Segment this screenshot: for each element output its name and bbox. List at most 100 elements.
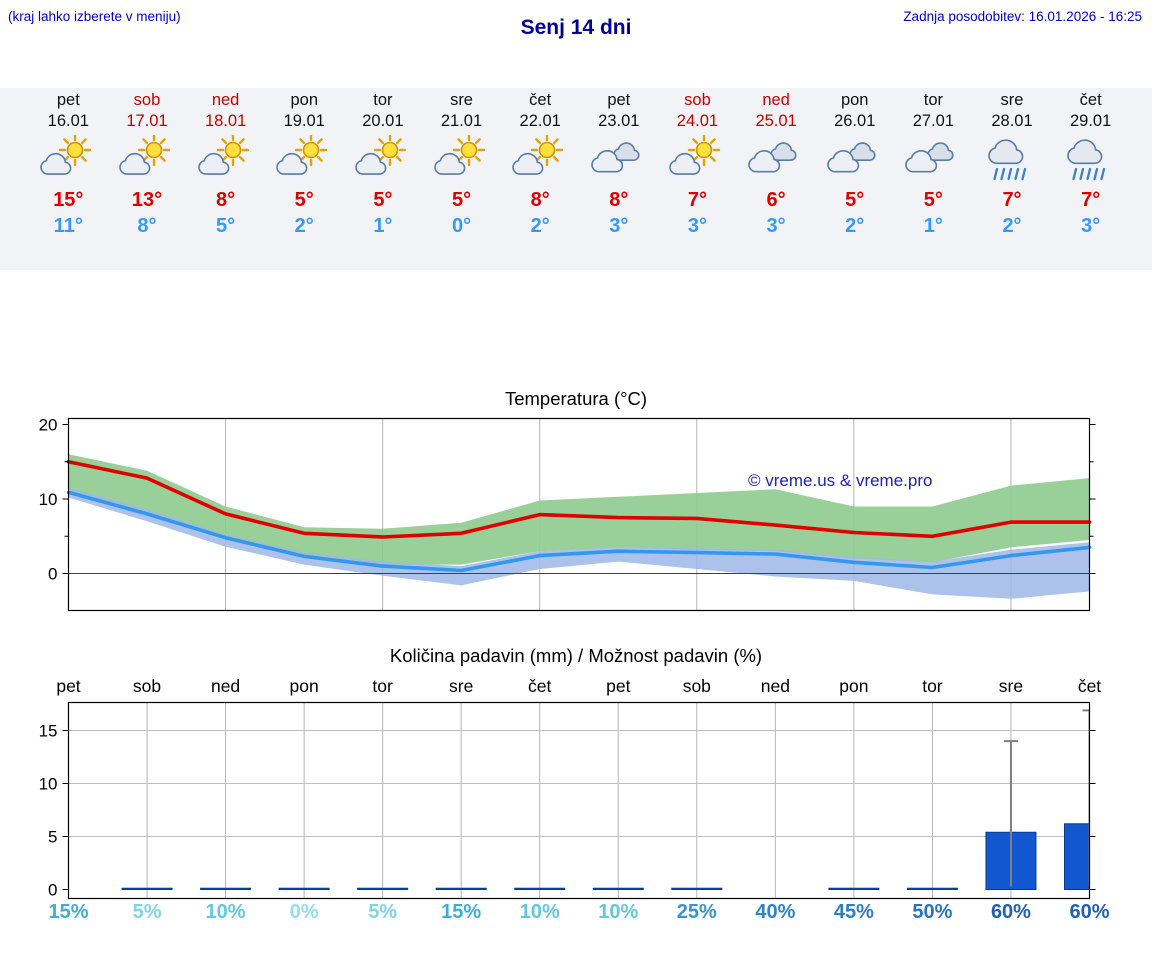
precip-probability: 60%	[990, 901, 1031, 923]
precip-day-label: tor	[922, 676, 943, 696]
precip-day-label: pon	[289, 676, 319, 696]
cloudy-icon	[826, 135, 884, 183]
day-min-temp: 3°	[766, 215, 786, 237]
forecast-day-column: ned 25.01 6° 3°	[737, 90, 816, 270]
max-temperature-line	[66, 459, 1092, 539]
day-date: 21.01	[440, 111, 483, 130]
forecast-day-column: sob 24.01 7° 3°	[658, 90, 737, 270]
day-date: 16.01	[47, 111, 89, 130]
day-max-temp: 5°	[845, 189, 865, 211]
day-min-temp: 1°	[923, 215, 943, 237]
day-max-temp: 5°	[373, 189, 393, 211]
day-date: 27.01	[912, 111, 955, 130]
precip-bar	[435, 887, 487, 890]
day-name: ned	[211, 91, 240, 109]
day-name: sob	[133, 91, 161, 109]
day-name: pet	[56, 91, 80, 109]
day-date: 22.01	[519, 111, 561, 130]
day-date: 23.01	[598, 111, 640, 130]
partly-cloudy-icon	[197, 133, 255, 183]
min-temperature-line	[66, 490, 1092, 573]
cloudy-icon	[590, 135, 648, 183]
precip-day-label: čet	[1077, 676, 1102, 696]
forecast-day-column: sre 21.01 5° 0°	[422, 90, 501, 270]
precip-prob-labels: 15% 5% 10% 0% 5% 15% 10% 10% 25% 40% 45% 50% 60% 60%	[0, 901, 1152, 929]
forecast-day-column: pet 16.01 15° 11°	[29, 90, 108, 270]
precip-probability: 50%	[912, 901, 953, 923]
partly-cloudy-icon	[354, 133, 412, 183]
forecast-day-column: pon 26.01 5° 2°	[815, 90, 894, 270]
forecast-day-column: tor 27.01 5° 1°	[894, 90, 973, 270]
day-max-temp: 6°	[766, 189, 786, 211]
partly-cloudy-icon	[39, 133, 97, 183]
temp-plot-border	[67, 417, 1091, 612]
day-name: sob	[684, 91, 711, 109]
day-min-temp: 2°	[845, 215, 865, 237]
precip-probability: 15%	[441, 901, 482, 923]
precip-day-label: čet	[528, 676, 552, 696]
precip-day-label: ned	[760, 676, 790, 696]
menu-hint: (kraj lahko izberete v meniju)	[8, 9, 181, 24]
precip-bar	[514, 887, 566, 890]
day-max-temp: 8°	[216, 189, 236, 211]
precip-plot-border	[67, 701, 1091, 900]
day-max-temp: 15°	[53, 189, 84, 211]
precip-chart-svg: 0 5 10 15	[39, 701, 1096, 900]
day-name: pon	[290, 91, 318, 109]
precip-bar	[121, 887, 173, 890]
day-max-temp: 7°	[1081, 189, 1101, 211]
day-name: sre	[1000, 91, 1024, 109]
rain-icon	[1062, 135, 1120, 183]
precip-bar	[1064, 823, 1090, 890]
temp-ytick-label: 20	[39, 416, 58, 435]
temperature-chart-svg: 0 10 20 © vreme.us & vreme.pro	[39, 416, 1096, 612]
day-min-temp: 2°	[1002, 215, 1022, 237]
day-date: 17.01	[126, 111, 168, 130]
precip-ytick-label: 10	[39, 775, 58, 794]
precip-day-label: pet	[606, 676, 631, 696]
precip-probability: 0%	[289, 901, 319, 923]
day-max-temp: 8°	[530, 189, 550, 211]
precip-bar	[906, 887, 958, 890]
day-date: 20.01	[362, 111, 404, 130]
day-max-temp: 13°	[131, 189, 163, 211]
day-max-temp: 5°	[294, 189, 314, 211]
precip-plot-bg	[68, 702, 1090, 899]
day-min-temp: 3°	[1081, 215, 1101, 237]
day-name: sre	[450, 91, 473, 109]
partly-cloudy-icon	[275, 133, 333, 183]
temp-ytick-label: 0	[48, 565, 57, 584]
precip-probability: 10%	[205, 901, 246, 923]
day-min-temp: 2°	[530, 215, 550, 237]
day-name: čet	[529, 91, 552, 109]
precip-bar	[357, 887, 409, 890]
precip-day-label: sob	[682, 676, 711, 696]
precip-bar	[592, 887, 644, 890]
precip-day-label: tor	[372, 676, 393, 696]
precip-day-label: sre	[998, 676, 1024, 696]
precip-probability: 15%	[48, 901, 89, 923]
precip-day-label: ned	[210, 676, 241, 696]
day-date: 18.01	[204, 111, 247, 130]
day-date: 25.01	[755, 111, 797, 130]
precip-probability: 5%	[132, 901, 162, 923]
cloudy-icon	[904, 135, 962, 183]
day-min-temp: 2°	[294, 215, 314, 237]
forecast-day-column: čet 22.01 8° 2°	[501, 90, 580, 270]
precip-probability: 10%	[598, 901, 639, 923]
precip-chart-title: Količina padavin (mm) / Možnost padavin …	[389, 645, 763, 666]
day-max-temp: 7°	[1002, 189, 1022, 211]
day-min-temp: 3°	[687, 215, 707, 237]
partly-cloudy-icon	[668, 133, 726, 183]
precip-bar	[200, 887, 252, 890]
precip-day-label: sre	[449, 676, 474, 696]
forecast-day-column: čet 29.01 7° 3°	[1051, 90, 1130, 270]
day-max-temp: 5°	[451, 189, 472, 211]
day-max-temp: 5°	[923, 189, 943, 211]
max-range-band	[68, 454, 1090, 565]
temp-ytick-label: 10	[39, 490, 58, 509]
day-min-temp: 8°	[137, 215, 157, 237]
precip-probability: 40%	[755, 901, 796, 923]
day-date: 26.01	[834, 111, 876, 130]
precip-bar	[671, 887, 723, 890]
